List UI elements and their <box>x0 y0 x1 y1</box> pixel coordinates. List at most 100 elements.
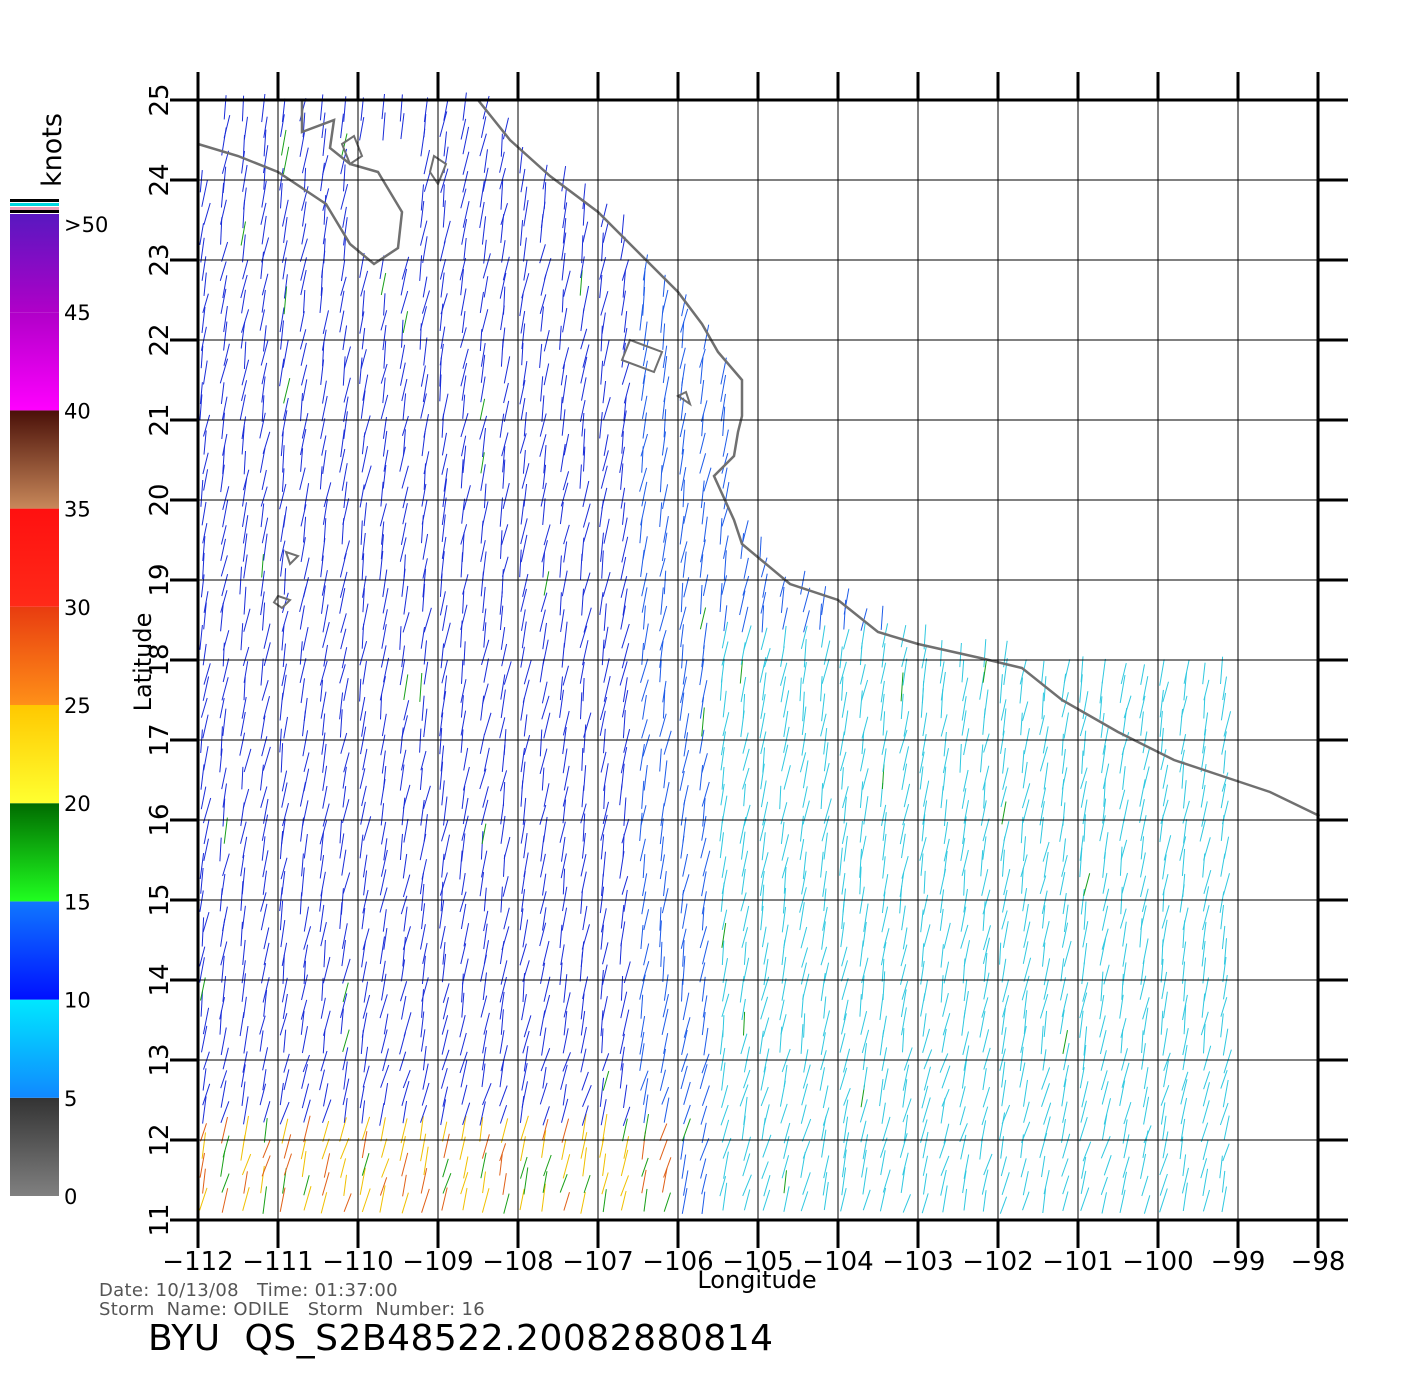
wind-vector <box>582 285 590 313</box>
wind-vector <box>441 819 449 842</box>
wind-vector <box>342 356 346 386</box>
wind-vector <box>379 869 387 896</box>
wind-vector <box>1141 1043 1146 1070</box>
wind-vector <box>841 676 844 701</box>
wind-vector <box>880 680 885 703</box>
wind-vector <box>1143 747 1151 771</box>
latitude-tick-label: 15 <box>145 883 175 916</box>
wind-vector <box>540 482 547 507</box>
wind-vector <box>641 481 648 507</box>
wind-vector <box>1121 1062 1130 1088</box>
wind-vector <box>661 888 669 914</box>
wind-vector <box>940 1155 950 1176</box>
wind-vector <box>742 767 750 790</box>
wind-vector <box>1162 1115 1167 1141</box>
wind-vector <box>261 362 268 385</box>
wind-vector <box>721 621 729 649</box>
wind-vector <box>823 1155 830 1179</box>
wind-vector <box>1019 659 1027 685</box>
wind-vector <box>802 851 807 880</box>
wind-vector <box>260 903 268 931</box>
wind-vector <box>243 676 246 701</box>
wind-vector <box>1162 784 1168 807</box>
wind-vector <box>823 727 828 755</box>
wind-vector <box>379 676 386 701</box>
wind-vector <box>200 786 207 810</box>
wind-vector <box>902 1064 910 1091</box>
wind-vector <box>500 770 508 792</box>
wind-vector <box>683 1017 691 1038</box>
wind-vector <box>580 1010 586 1036</box>
wind-vector <box>762 573 768 598</box>
wind-vector <box>302 626 309 651</box>
wind-vector <box>599 592 604 615</box>
wind-vector <box>362 854 368 878</box>
wind-vector <box>1201 993 1206 1018</box>
wind-vector <box>1140 836 1145 860</box>
wind-vector <box>1223 836 1230 859</box>
wind-vector <box>479 291 484 313</box>
wind-vector <box>839 646 843 669</box>
wind-vector <box>220 1070 228 1089</box>
wind-vector <box>681 429 686 455</box>
wind-vector <box>342 1047 349 1071</box>
wind-vector <box>680 676 687 704</box>
wind-vector <box>721 1062 726 1091</box>
wind-vector <box>263 989 268 1017</box>
wind-vector <box>461 992 465 1018</box>
wind-vector <box>379 994 388 1019</box>
wind-vector <box>699 765 704 791</box>
wind-vector <box>342 872 351 894</box>
wind-vector <box>1161 919 1168 948</box>
wind-vector <box>843 1116 849 1144</box>
wind-vector <box>1083 873 1091 896</box>
wind-vector <box>482 1030 488 1054</box>
wind-vector <box>599 274 603 299</box>
wind-vector <box>841 1149 847 1178</box>
wind-vector <box>583 765 587 791</box>
wind-vector <box>380 481 384 507</box>
wind-vector <box>719 1176 727 1197</box>
wind-vector <box>882 833 887 861</box>
wind-vector <box>422 583 426 612</box>
wind-vector <box>760 731 767 755</box>
wind-vector <box>501 240 506 263</box>
wind-vector <box>359 768 366 789</box>
wind-vector <box>483 149 488 173</box>
wind-vector <box>363 870 368 896</box>
wind-vector <box>461 435 467 457</box>
wind-vector <box>462 1187 468 1211</box>
wind-vector <box>542 552 545 578</box>
wind-vector <box>1163 1060 1169 1088</box>
wind-vector <box>279 307 285 333</box>
wind-vector <box>1063 712 1069 739</box>
wind-vector <box>1002 849 1005 877</box>
wind-vector <box>699 926 708 949</box>
wind-vector <box>380 534 384 560</box>
wind-vector <box>401 1192 409 1214</box>
wind-vector <box>343 540 350 560</box>
wind-vector <box>341 463 348 491</box>
wind-vector <box>400 522 407 545</box>
wind-vector <box>1102 872 1108 894</box>
wind-vector <box>659 502 663 527</box>
wind-vector <box>260 764 264 791</box>
wind-vector <box>401 256 410 280</box>
wind-vector <box>699 1064 708 1090</box>
wind-vector <box>1099 995 1105 1020</box>
wind-vector <box>743 783 746 807</box>
wind-vector <box>1061 692 1069 718</box>
wind-vector <box>439 258 447 280</box>
wind-vector <box>539 1082 548 1105</box>
latitude-tick-label: 14 <box>145 963 175 996</box>
wind-vector <box>862 921 867 947</box>
wind-vector <box>481 1046 487 1071</box>
wind-vector <box>961 710 967 736</box>
latitude-tick-label: 16 <box>145 803 175 836</box>
wind-vector <box>780 802 788 825</box>
wind-vector <box>401 465 409 489</box>
wind-vector <box>739 1084 749 1107</box>
wind-vector <box>339 448 346 473</box>
wind-vector <box>520 747 525 773</box>
wind-vector <box>199 394 203 421</box>
